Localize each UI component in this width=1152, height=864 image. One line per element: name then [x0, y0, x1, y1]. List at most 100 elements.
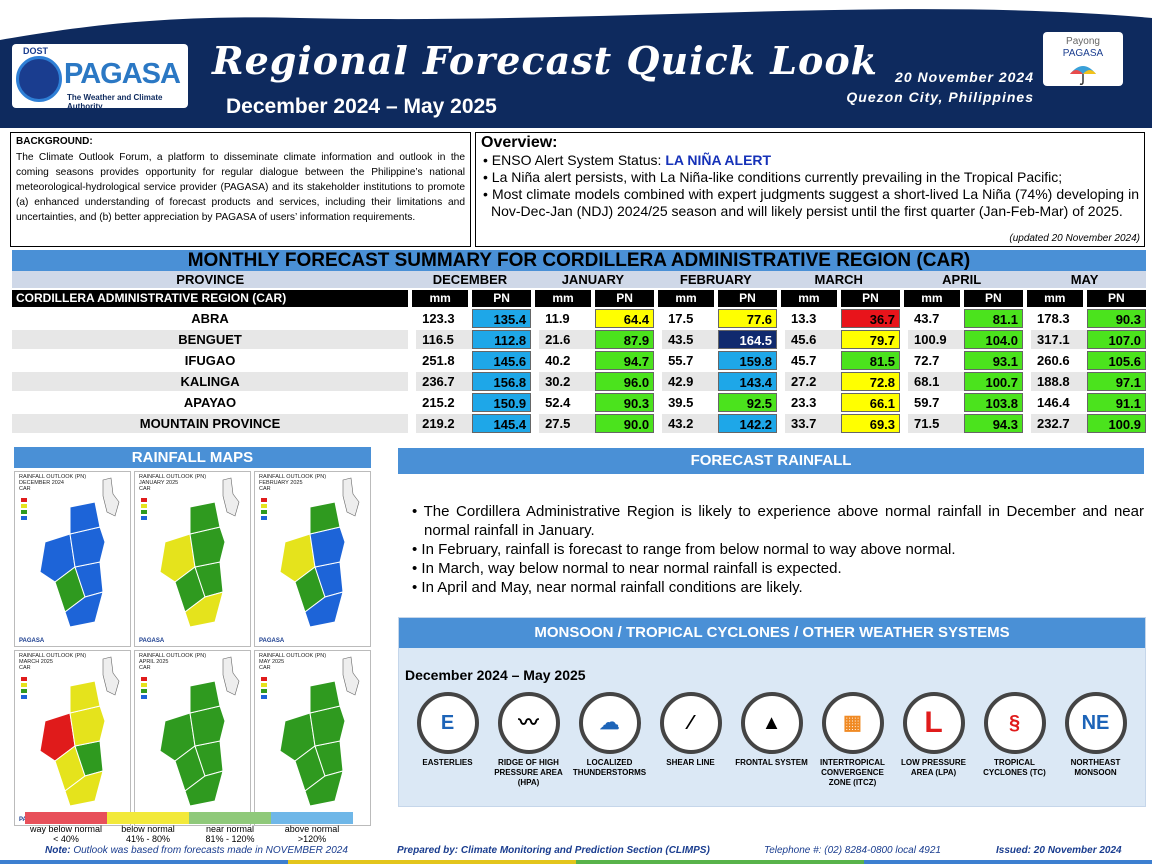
mm-value: 30.2: [539, 372, 595, 391]
map-legend-swatches: [21, 498, 27, 520]
month-header: DECEMBER: [432, 272, 508, 287]
rainfall-maps-title: RAINFALL MAPS: [14, 447, 371, 468]
mm-value: 251.8: [422, 353, 455, 368]
mm-value: 42.9: [662, 372, 718, 391]
pn-header: PN: [963, 290, 1024, 307]
mm-header: mm: [412, 290, 468, 307]
weather-system-item: 〰 RIDGE OF HIGH PRESSURE AREA (HPA): [488, 692, 569, 788]
mm-value: 59.7: [914, 395, 940, 410]
weather-system-label: SHEAR LINE: [666, 758, 715, 767]
forecast-bullet: • In April and May, near normal rainfall…: [412, 579, 803, 596]
pn-value: 142.2: [717, 414, 778, 433]
pn-value: 64.4: [594, 309, 655, 328]
map-legend-swatches: [261, 677, 267, 699]
province-name: KALINGA: [12, 372, 409, 391]
ridge-icon: 〰: [497, 692, 560, 754]
overview-bullet: • La Niña alert persists, with La Niña-l…: [483, 169, 1063, 185]
itcz-icon: ▦: [821, 692, 884, 754]
car-province-map: [141, 477, 240, 628]
forecast-bullet-text: In March, way below normal to near norma…: [421, 560, 842, 577]
pn-value: 66.1: [840, 393, 901, 412]
shear-line-icon: ⁄: [659, 692, 722, 754]
mm-value: 72.7: [914, 353, 940, 368]
background-text: The Climate Outlook Forum, a platform to…: [16, 152, 465, 223]
month-header-row: PROVINCE DECEMBER JANUARY FEBRUARY MARCH APRI…: [12, 271, 1146, 288]
weather-system-item: NE NORTHEAST MONSOON: [1055, 692, 1136, 788]
footer-note: Note: Outlook was based from forecasts m…: [45, 843, 348, 859]
weather-system-item: ☁ LOCALIZED THUNDERSTORMS: [569, 692, 650, 788]
philippines-inset-map: [222, 656, 240, 696]
rainfall-legend: way below normal < 40% below normal 41% - 8…: [25, 812, 353, 844]
overview-updated: (updated 20 November 2024): [1009, 233, 1140, 244]
map-title: RAINFALL OUTLOOK (PN) MARCH 2025 CAR: [19, 653, 86, 671]
philippines-inset-map: [102, 477, 120, 517]
mm-value: 215.2: [422, 395, 455, 410]
rainfall-maps-panel: RAINFALL MAPS RAINFALL OUTLOOK (PN) DECEM…: [14, 447, 371, 826]
pn-value: 77.6: [717, 309, 778, 328]
pn-header: PN: [840, 290, 901, 307]
province-area: [304, 770, 344, 807]
overview-heading: Overview:: [481, 134, 558, 151]
philippines-inset-map: [342, 656, 360, 696]
table-row: MOUNTAIN PROVINCE 219.2 145.4 27.5 90.0 43.2 1…: [12, 414, 1146, 433]
weather-systems-icons: E EASTERLIES 〰 RIDGE OF HIGH PRESSURE AREA …: [407, 692, 1136, 788]
weather-system-label: INTERTROPICAL CONVERGENCE ZONE (ITCZ): [820, 758, 885, 787]
province-header: PROVINCE: [176, 272, 245, 287]
mm-value: 178.3: [1037, 311, 1070, 326]
mm-value: 17.5: [668, 311, 694, 326]
footer-color-bar: [0, 860, 1152, 864]
province-area: [184, 770, 224, 807]
background-box: BACKGROUND: The Climate Outlook Forum, a…: [10, 132, 471, 247]
enso-status: LA NIÑA ALERT: [665, 152, 772, 168]
mm-value: 13.3: [791, 311, 817, 326]
pn-value: 156.8: [471, 372, 532, 391]
mm-value: 11.9: [545, 311, 570, 326]
weather-system-label: LOW PRESSURE AREA (LPA): [901, 758, 966, 777]
legend-label: way below normal: [29, 824, 103, 834]
weather-system-item: E EASTERLIES: [407, 692, 488, 788]
map-title-line: CAR: [139, 665, 151, 671]
logo-tagline: The Weather and Climate Authority: [67, 93, 163, 111]
weather-system-item: ⁄ SHEAR LINE: [650, 692, 731, 788]
mm-value: 55.7: [668, 353, 694, 368]
lpa-icon: L: [902, 692, 965, 754]
map-title: RAINFALL OUTLOOK (PN) DECEMBER 2024 CAR: [19, 474, 86, 492]
map-title: RAINFALL OUTLOOK (PN) APRIL 2025 CAR: [139, 653, 206, 671]
pn-header: PN: [471, 290, 532, 307]
weather-system-item: ▦ INTERTROPICAL CONVERGENCE ZONE (ITCZ): [812, 692, 893, 788]
footer-note-text: Outlook was based from forecasts made in…: [73, 845, 348, 856]
mm-value: 52.4: [545, 395, 571, 410]
pn-value: 103.8: [963, 393, 1024, 412]
pagasa-logo: DOST PAGASA The Weather and Climate Auth…: [12, 44, 188, 111]
forecast-table: MONTHLY FORECAST SUMMARY FOR CORDILLERA …: [12, 250, 1146, 433]
easterlies-icon: E: [416, 692, 479, 754]
legend-range: 41% - 80%: [125, 834, 171, 844]
month-header: MAY: [1070, 272, 1099, 287]
mm-value: 236.7: [416, 372, 472, 391]
legend-label: below normal: [121, 824, 175, 834]
pn-value: 112.8: [471, 330, 532, 349]
car-province-map: [21, 477, 120, 628]
month-header: JANUARY: [561, 272, 625, 287]
pn-value: 69.3: [840, 414, 901, 433]
mm-value: 123.3: [422, 311, 455, 326]
mm-value: 146.4: [1037, 395, 1070, 410]
legend-swatch: [107, 812, 189, 824]
mm-value: 317.1: [1031, 330, 1087, 349]
map-legend-swatches: [261, 498, 267, 520]
header-date: 20 November 2024: [895, 69, 1034, 85]
legend-swatch: [25, 812, 107, 824]
province-area: [309, 501, 341, 535]
weather-systems-title: MONSOON / TROPICAL CYCLONES / OTHER WEAT…: [399, 618, 1145, 648]
mm-value: 21.6: [539, 330, 595, 349]
footer-note-label: Note:: [45, 845, 71, 856]
pn-value: 79.7: [840, 330, 901, 349]
province-name: APAYAO: [183, 395, 237, 410]
legend-item: above normal >120%: [271, 812, 353, 844]
footer-issued: Issued: 20 November 2024: [996, 845, 1122, 856]
rainfall-map: RAINFALL OUTLOOK (PN) FEBRUARY 2025 CAR PAG…: [254, 471, 371, 647]
thunderstorm-icon: ☁: [578, 692, 641, 754]
map-title-line: CAR: [19, 665, 31, 671]
